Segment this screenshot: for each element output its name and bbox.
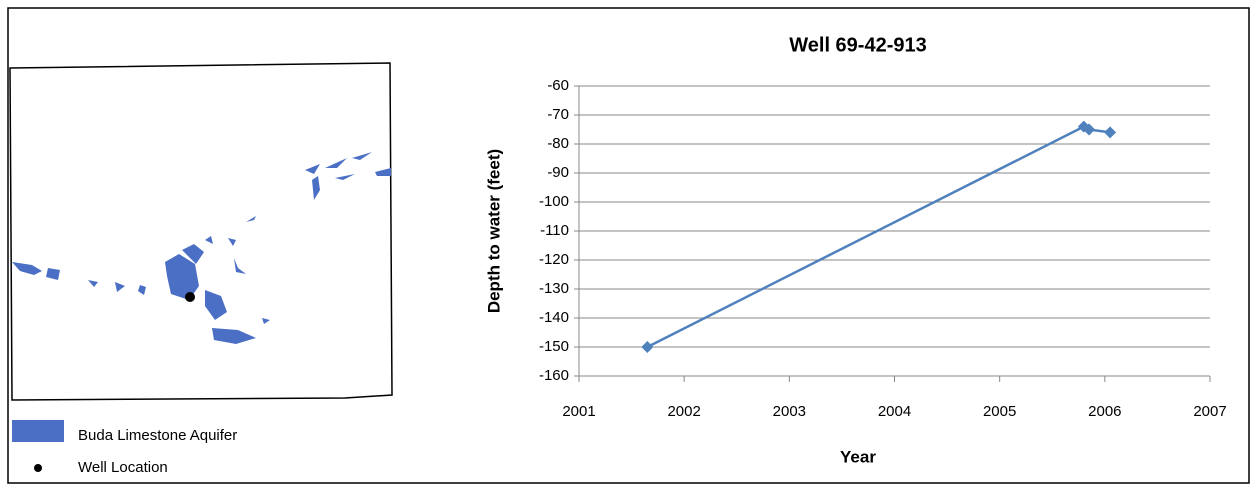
y-tick-label: -160: [539, 367, 569, 384]
map: Buda Limestone Aquifer Well Location: [9, 62, 393, 476]
legend-label: Well Location: [78, 459, 168, 476]
map-border: [9, 62, 393, 401]
figure-border: [7, 7, 1250, 484]
y-axis-label: Depth to water (feet): [484, 149, 503, 313]
legend-swatch: [12, 420, 64, 442]
y-tick-label: -60: [547, 77, 569, 94]
data-point: [1104, 126, 1117, 139]
x-tick-label: 2007: [1193, 403, 1226, 420]
y-tick-label: -70: [547, 106, 569, 123]
y-tick-label: -90: [547, 164, 569, 181]
y-tick-label: -110: [540, 222, 569, 239]
well-marker: [185, 292, 195, 302]
x-tick-label: 2003: [773, 403, 806, 420]
data-point: [1083, 123, 1096, 136]
x-tick-label: 2002: [667, 403, 700, 420]
chart-title: Well 69-42-913: [789, 34, 927, 56]
data-point: [1077, 120, 1090, 133]
data-point: [641, 341, 654, 353]
legend-label: Buda Limestone Aquifer: [78, 427, 237, 444]
y-tick-label: -140: [539, 309, 569, 326]
x-tick-label: 2001: [562, 403, 595, 420]
y-tick-label: -130: [539, 280, 569, 297]
x-axis-label: Year: [840, 447, 876, 466]
y-tick-label: -100: [539, 193, 569, 210]
x-tick-label: 2004: [878, 403, 911, 420]
chart: Well 69-42-913 Year Depth to water (feet…: [484, 34, 1226, 466]
aquifer-shapes: [12, 152, 391, 344]
x-tick-label: 2006: [1088, 403, 1121, 420]
y-tick-label: -150: [539, 338, 569, 355]
y-tick-label: -120: [539, 251, 569, 268]
x-tick-label: 2005: [983, 403, 1016, 420]
legend-dot: [34, 464, 42, 472]
y-tick-label: -80: [547, 135, 569, 152]
